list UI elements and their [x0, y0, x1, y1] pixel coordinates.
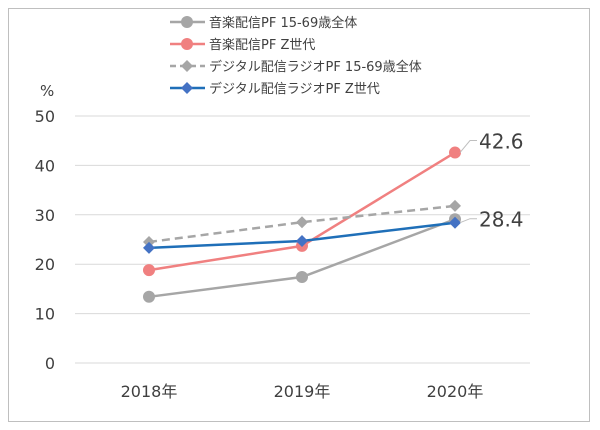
legend-label: 音楽配信PF Z世代 [209, 37, 315, 53]
data-point [296, 216, 308, 229]
y-axis-label: % [40, 82, 54, 100]
y-tick-label: 0 [45, 354, 55, 373]
data-point [296, 234, 308, 247]
data-point [296, 271, 308, 284]
legend-label: デジタル配信ラジオPF 15-69歳全体 [209, 59, 422, 75]
y-tick-label: 10 [35, 305, 55, 324]
x-tick-label: 2020年 [427, 382, 484, 401]
data-label: 42.6 [479, 130, 524, 154]
data-point [181, 16, 193, 28]
data-label: 28.4 [479, 208, 524, 232]
chart-frame [8, 8, 590, 422]
leader-line [459, 218, 477, 224]
series-line [148, 218, 456, 299]
y-tick-label: 40 [35, 156, 55, 175]
x-tick-label: 2019年 [274, 382, 331, 401]
data-point [181, 82, 193, 94]
legend-label: 音楽配信PF 15-69歳全体 [209, 15, 357, 31]
data-point [143, 290, 155, 303]
data-point [181, 38, 193, 50]
data-point [181, 60, 193, 72]
y-tick-label: 50 [35, 107, 55, 126]
data-point [143, 264, 155, 277]
legend-label: デジタル配信ラジオPF Z世代 [209, 81, 380, 97]
y-tick-label: 20 [35, 255, 55, 274]
data-point [449, 199, 461, 212]
x-tick-label: 2018年 [121, 382, 178, 401]
data-point [449, 146, 461, 159]
data-point [143, 241, 155, 254]
leader-line [459, 140, 477, 153]
y-tick-label: 30 [35, 206, 55, 225]
data-point [449, 216, 461, 229]
